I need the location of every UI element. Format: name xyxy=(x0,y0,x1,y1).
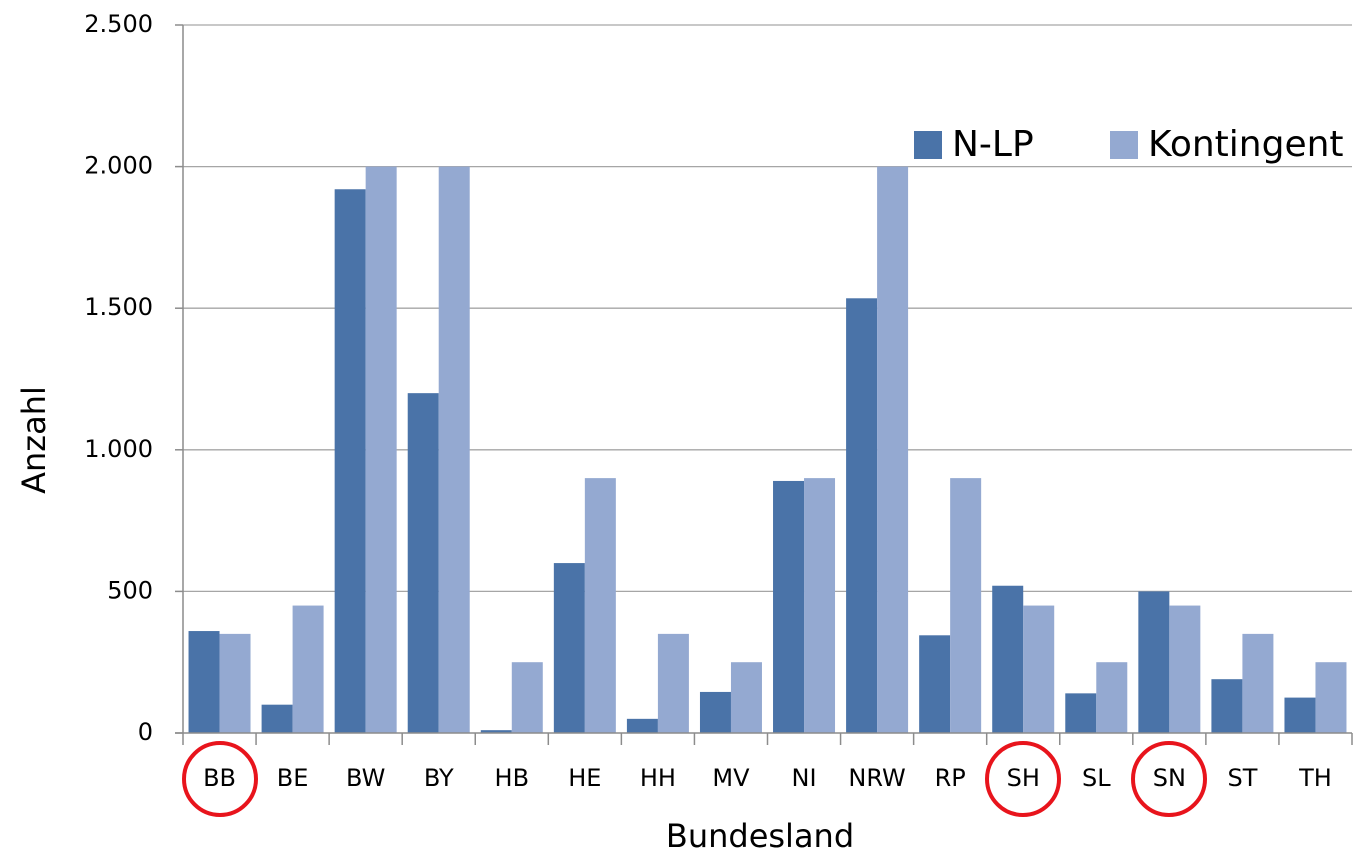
bar xyxy=(846,298,878,733)
bar xyxy=(365,166,397,734)
x-tick-label: MV xyxy=(712,764,750,792)
highlight-circle xyxy=(1131,741,1207,817)
bar xyxy=(877,166,909,734)
y-tick-label: 2.000 xyxy=(84,152,153,180)
bar xyxy=(992,585,1024,733)
x-tick-label: ST xyxy=(1227,764,1257,792)
highlight-circle xyxy=(985,741,1061,817)
legend-label: N-LP xyxy=(952,124,1034,165)
bar xyxy=(292,605,324,733)
x-tick-label: RP xyxy=(935,764,966,792)
bar xyxy=(1023,605,1055,733)
y-tick-label: 1.500 xyxy=(84,293,153,321)
bar xyxy=(1169,605,1201,733)
bar xyxy=(657,633,689,733)
highlight-circles xyxy=(182,741,1207,817)
bar xyxy=(511,662,543,733)
x-tick-label: BY xyxy=(424,764,454,792)
x-axis-title: Bundesland xyxy=(666,817,854,855)
bar xyxy=(438,166,470,734)
x-tick-label: BW xyxy=(346,764,385,792)
bar xyxy=(730,662,762,733)
x-tick-label: BE xyxy=(277,764,309,792)
x-tick-label: SH xyxy=(1007,764,1040,792)
x-tick-label: BB xyxy=(203,764,236,792)
legend-swatch xyxy=(1110,131,1138,159)
x-tick-label: SL xyxy=(1082,764,1111,792)
bar xyxy=(1211,679,1243,733)
x-tick-label: HB xyxy=(495,764,530,792)
y-tick-label: 2.500 xyxy=(84,10,153,38)
bar xyxy=(553,563,585,733)
bar xyxy=(1284,697,1316,733)
y-tick-label: 1.000 xyxy=(84,435,153,463)
legend-label: Kontingent xyxy=(1148,124,1344,165)
bar xyxy=(1315,662,1347,733)
legend-swatch xyxy=(914,131,942,159)
x-tick-label: HH xyxy=(640,764,676,792)
highlight-circle xyxy=(182,741,258,817)
bar xyxy=(950,478,982,733)
y-tick-label: 0 xyxy=(138,718,153,746)
bar xyxy=(626,718,658,733)
bar xyxy=(407,393,439,733)
bar xyxy=(1096,662,1128,733)
bar xyxy=(188,631,220,733)
x-tick-label: NI xyxy=(792,764,817,792)
bar xyxy=(699,691,731,733)
bar xyxy=(1242,633,1274,733)
x-tick-label: TH xyxy=(1298,764,1332,792)
bar xyxy=(334,189,366,734)
y-tick-label: 500 xyxy=(107,576,153,604)
x-tick-label: HE xyxy=(568,764,601,792)
bar xyxy=(584,478,616,733)
bar xyxy=(261,704,293,733)
x-tick-label: NRW xyxy=(848,764,905,792)
bar xyxy=(480,730,512,733)
bar xyxy=(1138,591,1170,733)
y-axis-title: Anzahl xyxy=(15,386,53,494)
bar xyxy=(773,480,805,733)
bar xyxy=(219,633,251,733)
bar xyxy=(919,635,951,733)
bar xyxy=(804,478,836,733)
bar xyxy=(1065,693,1097,733)
x-tick-label: SN xyxy=(1153,764,1186,792)
